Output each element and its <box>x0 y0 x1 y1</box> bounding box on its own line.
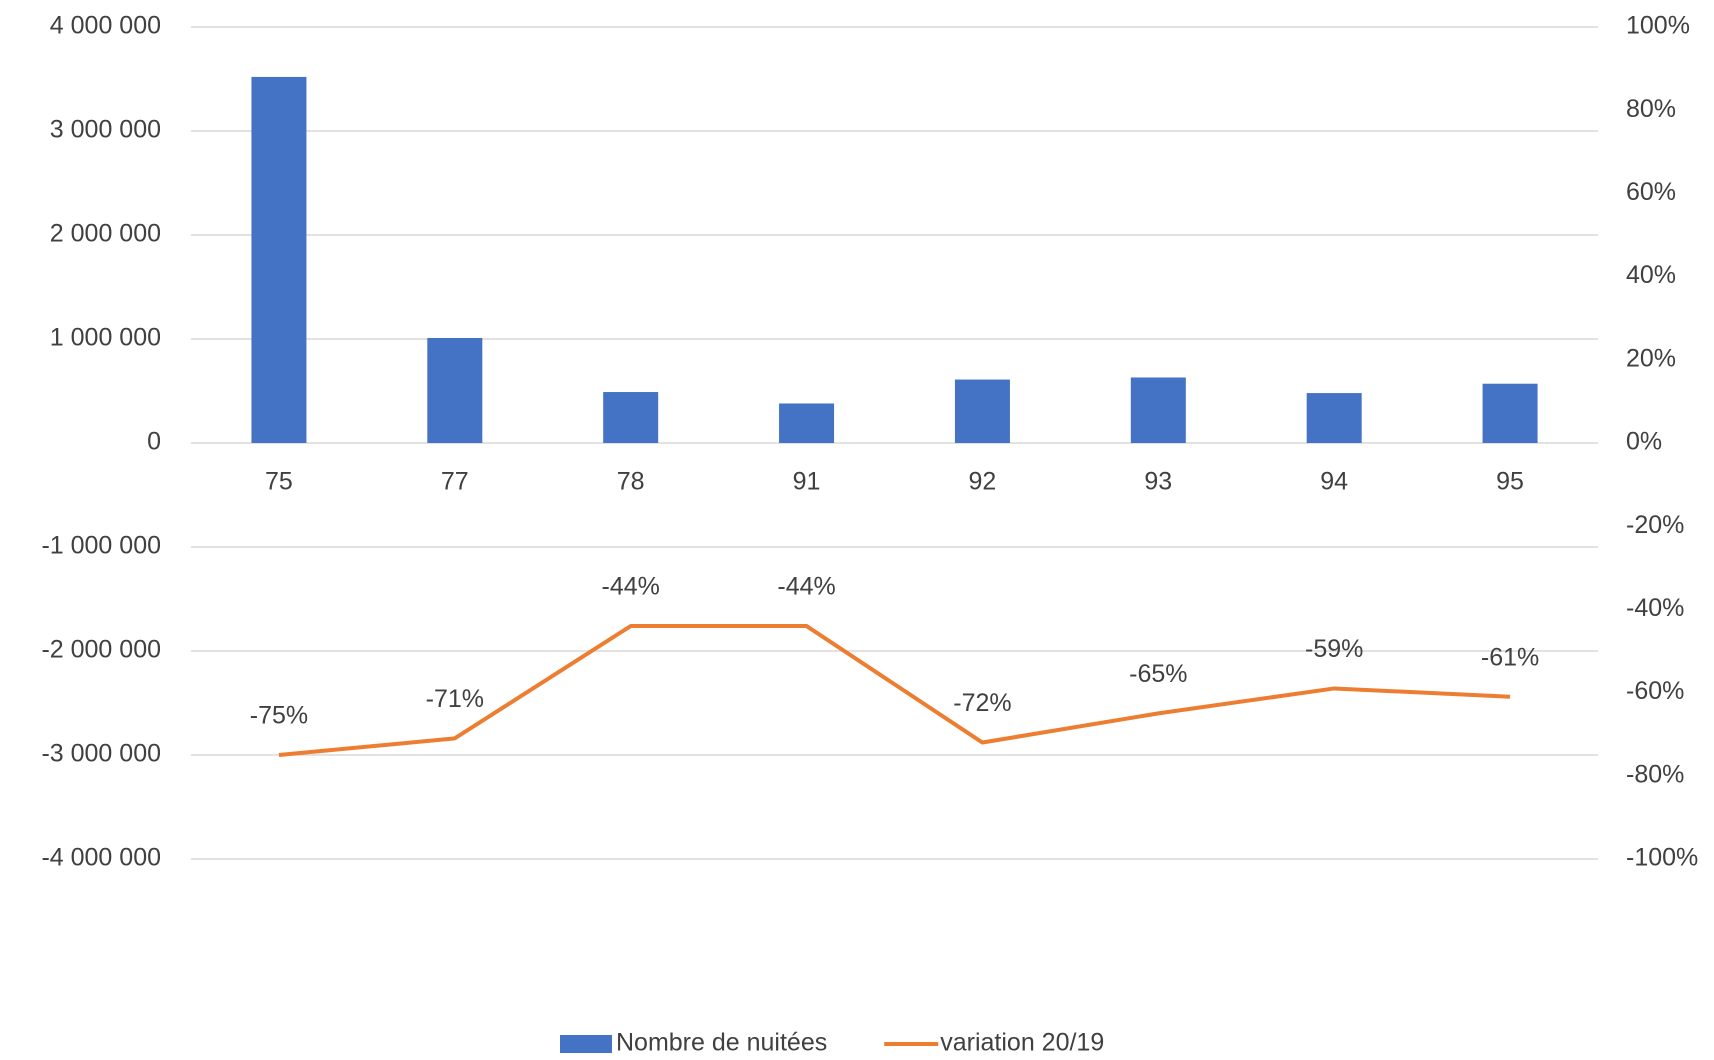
y2-tick-label: 0% <box>1626 428 1662 456</box>
y-tick-label: -1 000 000 <box>41 532 161 560</box>
y2-tick-label: 40% <box>1626 261 1676 289</box>
bar <box>427 337 483 443</box>
bar <box>954 379 1010 443</box>
data-label: -61% <box>1481 643 1539 671</box>
bar <box>779 403 835 443</box>
y2-tick-label: 20% <box>1626 344 1676 372</box>
x-tick-label: 77 <box>441 468 469 496</box>
y2-tick-label: 60% <box>1626 178 1676 206</box>
bar <box>1482 383 1538 443</box>
x-tick-label: 95 <box>1496 468 1524 496</box>
data-label: -44% <box>602 573 660 601</box>
y-tick-label: 4 000 000 <box>50 12 161 40</box>
y-tick-label: 1 000 000 <box>50 324 161 352</box>
y2-tick-label: -40% <box>1626 594 1684 622</box>
x-tick-label: 75 <box>265 468 293 496</box>
y-tick-label: -2 000 000 <box>41 636 161 664</box>
line <box>278 624 1511 757</box>
x-tick-label: 92 <box>969 468 997 496</box>
x-tick-label: 94 <box>1320 468 1348 496</box>
y2-tick-label: -100% <box>1626 844 1698 872</box>
legend-swatch <box>560 1035 612 1053</box>
data-label: -59% <box>1305 635 1363 663</box>
data-label: -72% <box>953 689 1011 717</box>
y2-tick-label: 80% <box>1626 95 1676 123</box>
y2-tick-label: -60% <box>1626 677 1684 705</box>
bar <box>1130 377 1186 443</box>
bar <box>1306 393 1362 443</box>
bar <box>251 76 307 444</box>
y2-tick-label: 100% <box>1626 12 1690 40</box>
y-tick-label: -4 000 000 <box>41 844 161 872</box>
legend-label: variation 20/19 <box>940 1029 1104 1057</box>
bar <box>603 392 659 443</box>
y-tick-label: 3 000 000 <box>50 116 161 144</box>
data-label: -44% <box>777 573 835 601</box>
x-tick-label: 93 <box>1144 468 1172 496</box>
y2-tick-label: -20% <box>1626 511 1684 539</box>
y-tick-label: -3 000 000 <box>41 740 161 768</box>
y-tick-label: 2 000 000 <box>50 220 161 248</box>
x-tick-label: 91 <box>793 468 821 496</box>
legend-label: Nombre de nuitées <box>616 1029 827 1057</box>
y-tick-label: 0 <box>147 428 161 456</box>
data-label: -75% <box>250 702 308 730</box>
x-tick-label: 78 <box>617 468 645 496</box>
y2-tick-label: -80% <box>1626 760 1684 788</box>
data-label: -65% <box>1129 660 1187 688</box>
data-label: -71% <box>426 685 484 713</box>
